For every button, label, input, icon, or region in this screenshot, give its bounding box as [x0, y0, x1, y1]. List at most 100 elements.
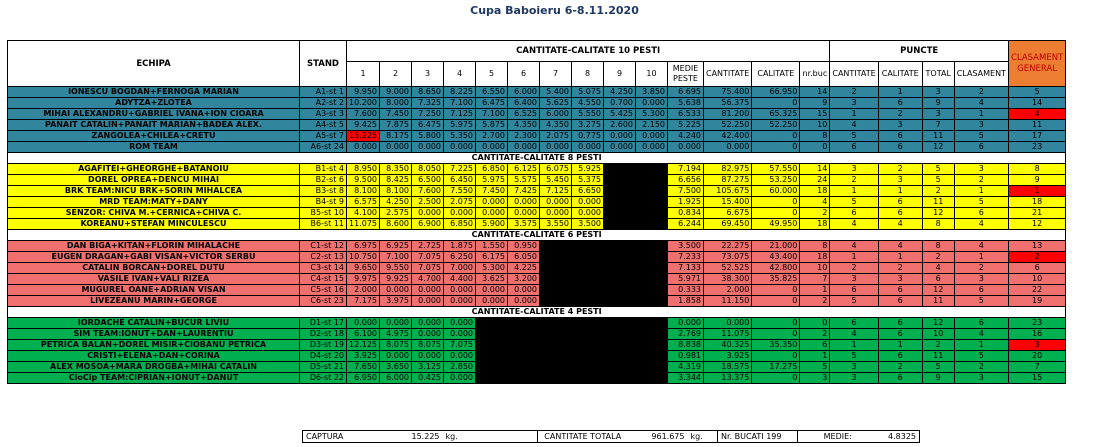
fish-weight-cell: 9.975: [346, 273, 380, 285]
fish-weight-cell: 1.875: [443, 240, 476, 252]
table-row: PANAIT CATALIN+PANAIT MARIAN+BADEA ALEX.…: [7, 119, 1067, 131]
nr-buc-cell: 5: [799, 361, 831, 373]
fish-weight-cell: 7.125: [443, 108, 476, 120]
calitate-cell: 0: [751, 141, 801, 153]
clasament-general-cell: 23: [1007, 141, 1067, 153]
fish-weight-cell: 0.000: [411, 317, 444, 329]
table-row: MUGUREL OANE+ADRIAN VISAN C5-st 16 2.000 0.…: [7, 284, 1067, 296]
puncte-total-cell: 11: [921, 130, 955, 142]
cantitate-cell: 69.450: [702, 218, 753, 230]
puncte-calitate-cell: 3: [877, 119, 923, 131]
fish-weight-cell: 0.000: [379, 350, 412, 362]
fish-weight-cell: 7.075: [443, 339, 476, 351]
fish-weight-cell: 8.075: [411, 339, 444, 351]
nr-buc-cell: 1: [799, 284, 831, 296]
col-header-stand: STAND: [299, 40, 347, 87]
empty-fish-cell: [603, 251, 636, 263]
stand-cell: C5-st 16: [299, 284, 347, 296]
puncte-cantitate-cell: 4: [829, 328, 879, 340]
empty-fish-cell: [603, 262, 636, 274]
fish-weight-cell: 8.050: [411, 163, 444, 175]
stand-cell: A3-st 3: [299, 108, 347, 120]
cantitate-cell: 52.250: [702, 119, 753, 131]
fish-weight-cell: 7.600: [411, 185, 444, 197]
fish-weight-cell: 6.250: [443, 251, 476, 263]
fish-weight-cell: 0.000: [443, 372, 476, 384]
fish-weight-cell: 5.925: [571, 163, 604, 175]
fish-weight-cell: 5.300: [635, 108, 668, 120]
fish-weight-cell: 6.450: [443, 174, 476, 186]
stand-cell: C2-st 13: [299, 251, 347, 263]
empty-fish-cell: [603, 174, 636, 186]
fish-weight-cell: 0.000: [635, 97, 668, 109]
clasament-general-cell: 7: [1007, 361, 1067, 373]
fish-weight-cell: 6.575: [346, 196, 380, 208]
empty-fish-cell: [635, 196, 668, 208]
puncte-calitate-cell: 1: [877, 339, 923, 351]
fish-weight-cell: 6.400: [507, 97, 540, 109]
team-name: SENZOR: CHIVA M.+CERNICA+CHIVA C.: [7, 207, 300, 219]
fish-weight-cell: 5.375: [571, 174, 604, 186]
calitate-cell: 0: [751, 207, 801, 219]
fish-weight-cell: 6.900: [411, 218, 444, 230]
empty-fish-cell: [507, 372, 540, 384]
puncte-calitate-cell: 6: [877, 295, 923, 307]
fish-weight-cell: 6.525: [507, 108, 540, 120]
group-separator: CANTITATE-CALITATE 8 PESTI: [6, 152, 1067, 164]
puncte-calitate-cell: 6: [877, 372, 923, 384]
empty-fish-cell: [603, 350, 636, 362]
fish-weight-cell: 7.000: [443, 262, 476, 274]
fish-weight-cell: 6.550: [475, 86, 508, 98]
puncte-calitate-cell: 1: [877, 185, 923, 197]
team-name: MUGUREL OANE+ADRIAN VISAN: [7, 284, 300, 296]
empty-fish-cell: [571, 262, 604, 274]
fish-weight-cell: 6.000: [507, 86, 540, 98]
fish-weight-cell: 7.650: [346, 361, 380, 373]
fish-weight-cell: 0.000: [411, 141, 444, 153]
col-header-fish-5: 5: [475, 61, 508, 87]
fish-weight-cell: 0.000: [507, 196, 540, 208]
nr-bucati: Nr. BUCATI 199: [717, 430, 798, 443]
table-row: KOREANU+STEFAN MINCULESCU B6-st 11 11.075 8…: [7, 218, 1067, 230]
puncte-calitate-cell: 2: [877, 163, 923, 175]
group-title: CANTITATE-CALITATE 4 PESTI: [6, 306, 1067, 318]
fish-weight-cell: 12.125: [346, 339, 380, 351]
fish-weight-cell: 6.475: [475, 97, 508, 109]
fish-weight-cell: 6.100: [346, 328, 380, 340]
empty-fish-cell: [635, 163, 668, 175]
fish-weight-cell: 9.000: [379, 86, 412, 98]
puncte-cantitate-cell: 5: [829, 196, 879, 208]
fish-weight-cell: 0.000: [411, 328, 444, 340]
fish-weight-cell: 5.975: [443, 119, 476, 131]
medie-peste-cell: 7.233: [667, 251, 704, 263]
fish-weight-cell: 3.925: [346, 350, 380, 362]
fish-weight-cell: 3.200: [507, 273, 540, 285]
empty-fish-cell: [539, 251, 572, 263]
clasament-general-cell: 21: [1007, 207, 1067, 219]
fish-weight-cell: 8.075: [379, 339, 412, 351]
fish-weight-cell: 8.950: [346, 163, 380, 175]
stand-cell: D4-st 20: [299, 350, 347, 362]
empty-fish-cell: [475, 361, 508, 373]
fish-weight-cell: 7.325: [411, 97, 444, 109]
nr-buc-cell: 3: [799, 372, 831, 384]
fish-weight-cell: 7.450: [379, 108, 412, 120]
clasament-general-cell: 4: [1007, 108, 1067, 120]
puncte-calitate-cell: 6: [877, 141, 923, 153]
nr-buc-cell: 9: [799, 97, 831, 109]
clasament-general-cell: 18: [1007, 196, 1067, 208]
stand-cell: A5-st 7: [299, 130, 347, 142]
team-name: ALEX MOSOA+MARA DROGBA+MIHAI CATALIN: [7, 361, 300, 373]
fish-weight-cell: 6.925: [379, 240, 412, 252]
fish-weight-cell: 8.175: [379, 130, 412, 142]
medie-peste-cell: 5.638: [667, 97, 704, 109]
empty-fish-cell: [539, 240, 572, 252]
stand-cell: A6-st 24: [299, 141, 347, 153]
cantitate-cell: 15.400: [702, 196, 753, 208]
empty-fish-cell: [475, 339, 508, 351]
fish-weight-cell: 0.000: [411, 350, 444, 362]
fish-weight-cell: 4.350: [507, 119, 540, 131]
fish-weight-cell: 5.800: [411, 130, 444, 142]
empty-fish-cell: [603, 185, 636, 197]
empty-fish-cell: [603, 163, 636, 175]
